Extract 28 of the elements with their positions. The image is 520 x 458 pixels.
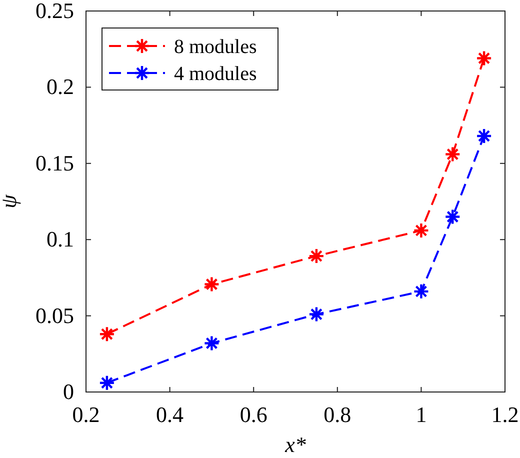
point (204, 335, 220, 352)
point (413, 222, 430, 239)
y-tick-label: 0.05 (36, 302, 74, 328)
y-tick-label: 0.25 (36, 0, 74, 23)
y-axis-title: ψ (0, 194, 21, 208)
x-tick-label: 0.6 (240, 402, 268, 427)
x-tick-label: 0.8 (324, 402, 352, 427)
point (444, 146, 461, 162)
point (308, 248, 325, 264)
y-tick-label: 0.15 (36, 150, 74, 176)
point (204, 276, 220, 292)
point (413, 283, 430, 300)
y-tick-label: 0.1 (46, 226, 74, 252)
point (444, 208, 461, 225)
legend-label: 8 modules (174, 36, 257, 58)
x-tick-label: 0.4 (156, 402, 184, 427)
x-tick-label: 0.2 (72, 402, 100, 427)
x-tick-label: 1 (416, 402, 427, 427)
point (476, 128, 492, 144)
point (98, 326, 116, 342)
y-tick-label: 0.2 (46, 74, 74, 100)
point (98, 374, 116, 391)
point (476, 50, 492, 66)
point (308, 306, 325, 322)
legend-label: 4 modules (174, 63, 257, 85)
x-tick-label: 1.2 (491, 402, 519, 427)
y-tick-label: 0 (63, 379, 74, 404)
x-axis-title: x* (284, 432, 306, 457)
